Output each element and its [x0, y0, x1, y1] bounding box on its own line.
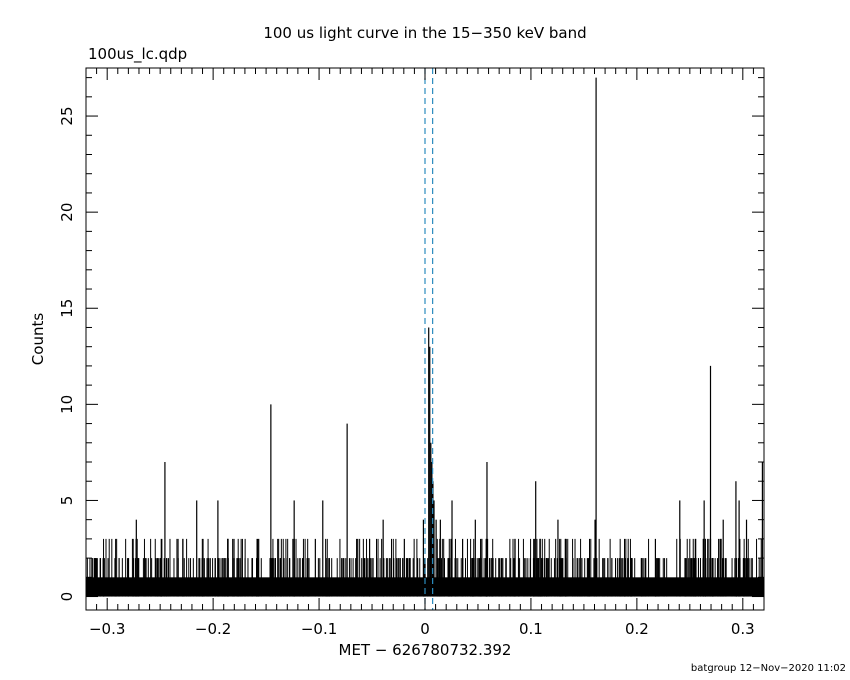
x-tick-label: 0.2: [625, 620, 649, 638]
bars-group: [86, 77, 764, 597]
y-tick-label: 15: [58, 299, 76, 318]
x-tick-label: −0.3: [89, 620, 125, 638]
y-tick-label: 5: [58, 496, 76, 506]
x-tick-label: 0: [420, 620, 430, 638]
marker-lines: [424, 68, 434, 610]
x-tick-label: 0.3: [731, 620, 755, 638]
x-tick-label: −0.1: [301, 620, 337, 638]
axis-ticks: [85, 68, 765, 610]
x-tick-labels: −0.3 −0.2 −0.1 0 0.1 0.2 0.3: [89, 620, 755, 638]
y-tick-label: 0: [58, 592, 76, 602]
y-axis-label: Counts: [29, 313, 47, 366]
x-axis-label: MET − 626780732.392: [339, 641, 512, 659]
chart-title: 100 us light curve in the 15−350 keV ban…: [263, 24, 586, 42]
x-tick-label: −0.2: [195, 620, 231, 638]
y-tick-label: 10: [58, 395, 76, 414]
footer-credit: batgroup 12−Nov−2020 11:02: [690, 663, 846, 674]
y-tick-label: 20: [58, 203, 76, 222]
y-tick-labels: 0 5 10 15 20 25: [58, 107, 76, 602]
x-tick-label: 0.1: [519, 620, 543, 638]
file-label: 100us_lc.qdp: [88, 45, 187, 64]
y-tick-label: 25: [58, 107, 76, 126]
